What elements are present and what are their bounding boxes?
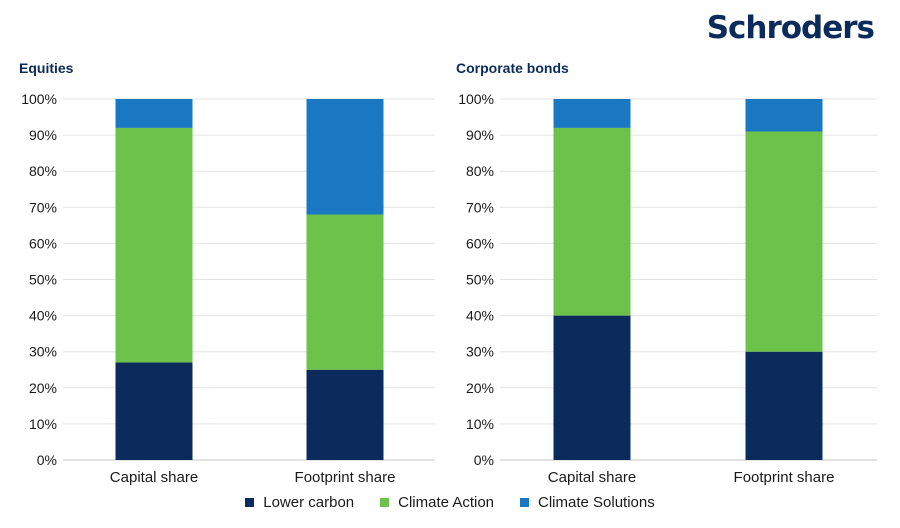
y-tick-label: 50% — [29, 272, 57, 288]
x-category-label: Capital share — [548, 469, 636, 486]
legend-swatch-climate-action — [380, 498, 390, 507]
y-tick-label: 20% — [29, 380, 57, 396]
legend: Lower carbon Climate Action Climate Solu… — [0, 494, 900, 511]
legend-label: Climate Solutions — [538, 494, 655, 511]
legend-swatch-lower-carbon — [245, 498, 255, 507]
y-tick-label: 40% — [466, 308, 494, 324]
legend-label: Lower carbon — [263, 494, 355, 511]
y-tick-label: 90% — [29, 127, 57, 143]
bar-segment-climate-solutions — [553, 99, 631, 128]
y-tick-label: 0% — [37, 452, 57, 468]
bar-segment-climate-action — [745, 131, 823, 352]
y-tick-label: 0% — [474, 452, 494, 468]
bar-segment-lower-carbon — [115, 362, 193, 460]
legend-label: Climate Action — [398, 494, 495, 511]
bar-segment-climate-action — [553, 127, 631, 316]
y-tick-label: 40% — [29, 308, 57, 324]
bar-segment-lower-carbon — [553, 315, 631, 460]
legend-item-lower-carbon: Lower carbon — [245, 494, 354, 511]
legend-swatch-climate-solutions — [520, 498, 530, 507]
y-tick-label: 50% — [466, 272, 494, 288]
y-tick-label: 100% — [21, 91, 57, 107]
legend-item-climate-solutions: Climate Solutions — [520, 494, 655, 511]
brand-logo: Schroders — [706, 10, 875, 46]
y-tick-label: 60% — [29, 235, 57, 251]
y-tick-label: 100% — [458, 91, 494, 107]
bar-segment-lower-carbon — [306, 369, 384, 460]
y-tick-label: 30% — [466, 344, 494, 360]
x-category-label: Footprint share — [295, 469, 396, 486]
bar-segment-climate-solutions — [306, 99, 384, 215]
y-tick-label: 80% — [466, 163, 494, 179]
bar-segment-lower-carbon — [745, 351, 823, 460]
bar-segment-climate-solutions — [745, 99, 823, 132]
y-tick-label: 30% — [29, 344, 57, 360]
y-tick-label: 10% — [29, 416, 57, 432]
y-tick-label: 90% — [466, 127, 494, 143]
bar-segment-climate-action — [306, 214, 384, 370]
bar-segment-climate-action — [115, 127, 193, 363]
y-tick-label: 10% — [466, 416, 494, 432]
y-tick-label: 70% — [29, 199, 57, 215]
y-tick-label: 20% — [466, 380, 494, 396]
y-tick-label: 80% — [29, 163, 57, 179]
x-category-label: Footprint share — [734, 469, 835, 486]
bar-segment-climate-solutions — [115, 99, 193, 128]
x-category-label: Capital share — [110, 469, 198, 486]
legend-item-climate-action: Climate Action — [380, 494, 494, 511]
panel-title: Equities — [19, 60, 74, 76]
panel-title: Corporate bonds — [456, 60, 569, 76]
y-tick-label: 70% — [466, 199, 494, 215]
y-tick-label: 60% — [466, 235, 494, 251]
